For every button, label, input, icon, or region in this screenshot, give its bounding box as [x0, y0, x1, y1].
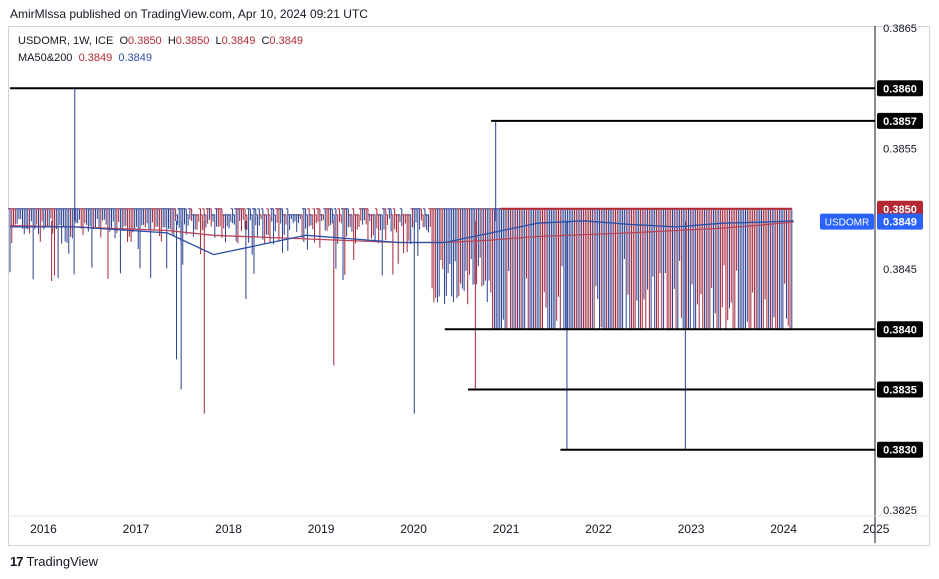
legend-ma-label: MA50&200 [18, 52, 73, 64]
legend-close-label: C [261, 35, 270, 47]
level-label-text: 0.3850 [883, 204, 917, 216]
legend-low-value: 0.3849 [221, 35, 256, 47]
symbol-badge-bg [820, 213, 874, 230]
level-price-label: 0.3835 [877, 381, 923, 398]
level-label-text: 0.3830 [883, 445, 917, 457]
level-label-text: 0.3835 [883, 385, 917, 397]
level-label-bg [877, 200, 923, 217]
tradingview-brand[interactable]: 17 TradingView [10, 554, 98, 569]
legend-ma50-value: 0.3849 [78, 52, 113, 64]
legend-close-value: 0.3849 [269, 35, 304, 47]
level-label-text: 0.3840 [883, 324, 917, 336]
x-tick-label: 2023 [678, 522, 705, 536]
level-label-bg [877, 381, 923, 398]
bars-group [8, 88, 793, 450]
legend-high-value: 0.3850 [175, 35, 210, 47]
current-price-badge: USDOMR 0.3849 [820, 213, 923, 230]
tradingview-logo-icon: 17 [10, 554, 24, 569]
legend-symbol: USDOMR, 1W, ICE [18, 35, 114, 47]
level-label-bg [877, 80, 923, 97]
ma50-line [10, 220, 794, 256]
level-price-label: 0.3840 [877, 321, 923, 338]
legend-open-label: O [119, 35, 129, 47]
y-tick-label: 0.3845 [883, 264, 917, 276]
level-label-bg [877, 112, 923, 129]
x-tick-label: 2025 [863, 522, 890, 536]
level-price-label: 0.3857 [877, 112, 923, 129]
y-tick-label: 0.3865 [883, 23, 917, 35]
legend-open-value: 0.3850 [128, 35, 162, 47]
level-label-bg [877, 321, 923, 338]
legend-low-label: L [215, 35, 222, 47]
x-tick-label: 2018 [215, 522, 242, 536]
ohlc-legend: USDOMR, 1W, ICE O0.3850 H0.3850 L0.3849 … [18, 35, 303, 47]
symbol-badge-text: USDOMR [825, 218, 869, 229]
publisher-line: AmirMlssa published on TradingView.com, … [10, 7, 368, 21]
legend-ma200-value: 0.3849 [118, 52, 152, 64]
x-tick-label: 2022 [585, 522, 612, 536]
price-badge-text: 0.3849 [883, 217, 917, 229]
brand-label: TradingView [26, 554, 99, 569]
x-tick-label: 2019 [308, 522, 335, 536]
level-label-text: 0.3857 [883, 116, 917, 128]
x-tick-label: 2017 [123, 522, 150, 536]
ma-legend: MA50&200 0.3849 0.3849 [18, 52, 152, 64]
chart-frame [8, 26, 930, 546]
level-price-label: 0.3850 [877, 200, 923, 217]
y-tick-label: 0.3825 [883, 505, 917, 517]
price-badge-bg [877, 213, 923, 230]
level-label-text: 0.3860 [883, 83, 917, 95]
level-price-label: 0.3830 [877, 441, 923, 458]
x-tick-label: 2024 [770, 522, 797, 536]
x-tick-label: 2016 [30, 522, 57, 536]
x-tick-label: 2020 [400, 522, 427, 536]
y-tick-label: 0.3855 [883, 144, 917, 156]
level-label-bg [877, 441, 923, 458]
legend-high-label: H [167, 35, 176, 47]
level-price-label: 0.3860 [877, 80, 923, 97]
x-tick-label: 2021 [493, 522, 520, 536]
